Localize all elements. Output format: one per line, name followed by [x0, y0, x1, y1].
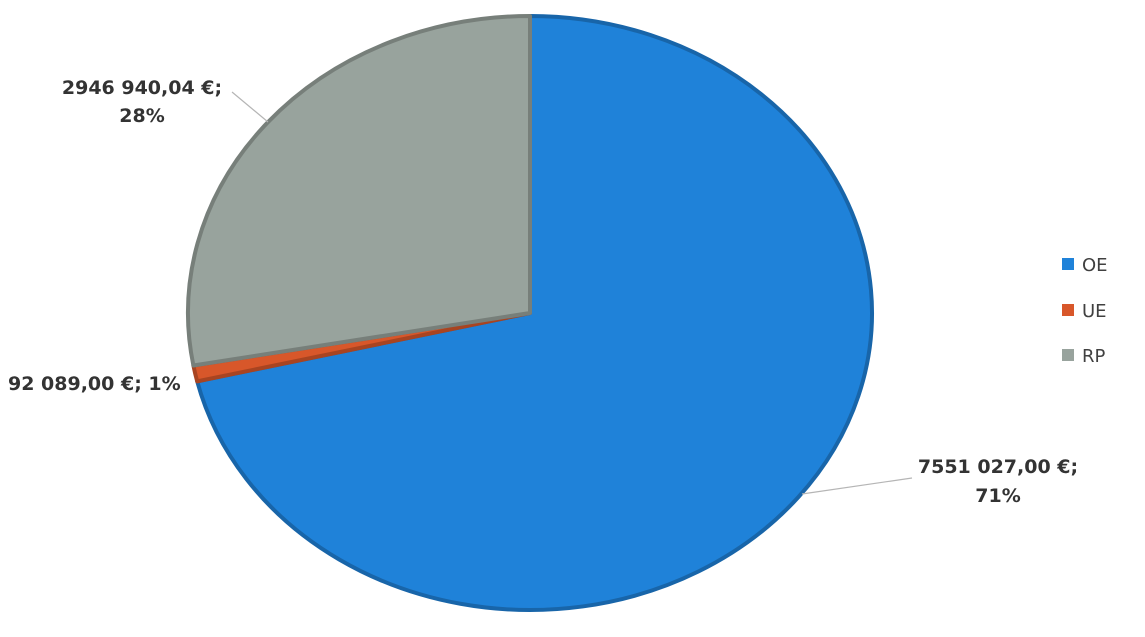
- legend-label-rp: RP: [1082, 346, 1106, 367]
- pie-slice-oe: [195, 14, 875, 612]
- data-label-rp-percent: 28%: [119, 105, 164, 127]
- data-label-ue: 92 089,00 €; 1%: [8, 373, 181, 395]
- leader-line-oe: [801, 477, 913, 495]
- leader-line-rp: [231, 91, 269, 123]
- data-label-oe-percent: 71%: [975, 485, 1020, 507]
- pie-slices: [185, 14, 875, 612]
- data-label-rp-value: 2946 940,04 €;: [62, 77, 222, 99]
- legend: OE UE RP: [1062, 255, 1108, 367]
- leader-lines: [231, 91, 913, 495]
- legend-label-oe: OE: [1082, 255, 1108, 276]
- legend-swatch-oe: [1062, 258, 1074, 270]
- pie-slice-rp: [185, 14, 532, 368]
- legend-swatch-rp: [1062, 349, 1074, 361]
- legend-swatch-ue: [1062, 304, 1074, 316]
- legend-label-ue: UE: [1082, 301, 1107, 322]
- data-label-oe-value: 7551 027,00 €;: [918, 456, 1078, 478]
- data-labels: 2946 940,04 €; 28% 92 089,00 €; 1% 7551 …: [8, 77, 1078, 507]
